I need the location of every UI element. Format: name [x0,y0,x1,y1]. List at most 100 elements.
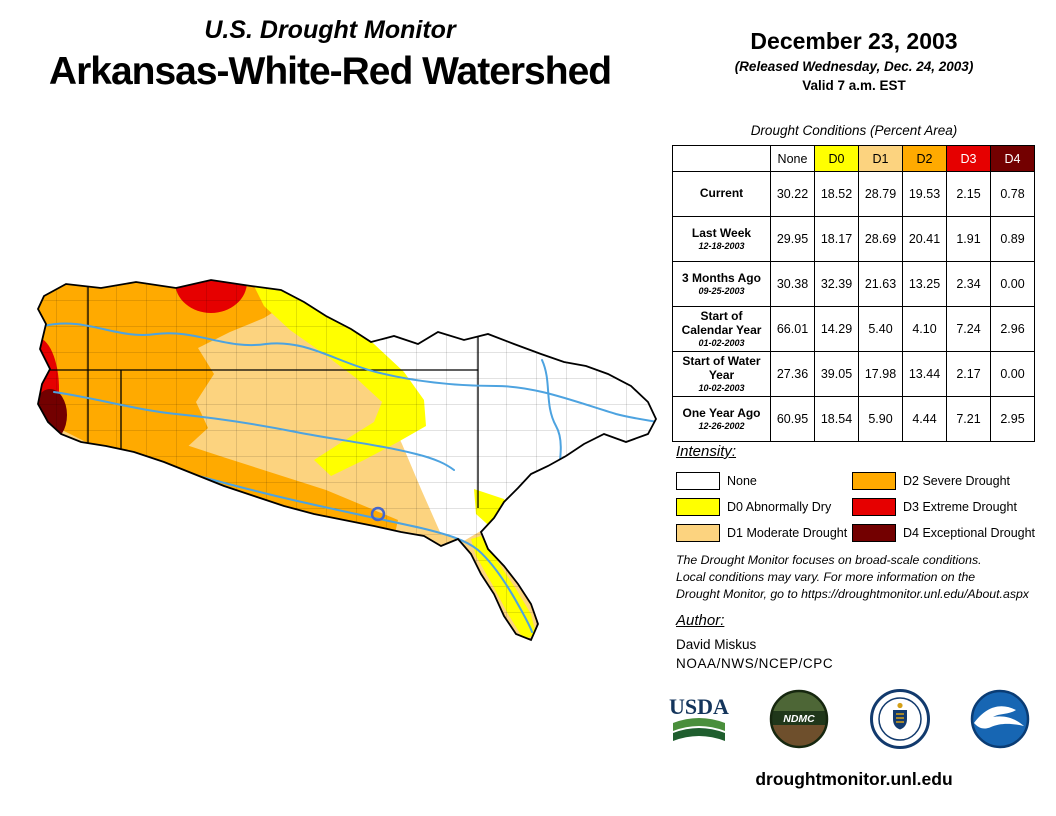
legend-item-d3: D3 Extreme Drought [852,498,1056,516]
value-cell: 2.96 [990,306,1035,352]
map-date: December 23, 2003 [750,28,958,54]
value-cell: 0.89 [990,216,1035,262]
value-cell: 14.29 [814,306,859,352]
row-label: Start of Water Year [682,354,761,382]
value-cell: 5.40 [858,306,903,352]
legend-item-d1: D1 Moderate Drought [676,524,852,542]
row-label: 3 Months Ago [682,270,761,285]
row-label: Start of Calendar Year [681,309,762,337]
commerce-seal-logo [869,689,930,749]
value-cell: 18.17 [814,216,859,262]
legend-label: D3 Extreme Drought [903,500,1017,514]
watershed-map [36,279,658,642]
value-cell: 0.00 [990,261,1035,307]
date-block: December 23, 2003 (Released Wednesday, D… [678,28,1030,93]
value-cell: 66.01 [770,306,815,352]
table-row: Start of Water Year 10-02-2003 27.36 39.0… [672,351,1035,397]
col-header-none: None [770,145,815,172]
value-cell: 30.38 [770,261,815,307]
released-date: (Released Wednesday, Dec. 24, 2003) [734,59,974,74]
value-cell: 2.95 [990,396,1035,442]
col-header-d4: D4 [990,145,1035,172]
usda-logo-text: USDA [669,694,729,719]
intensity-legend: None D0 Abnormally Dry D1 Moderate Droug… [676,468,1056,546]
legend-label: D1 Moderate Drought [727,526,848,540]
value-cell: 30.22 [770,171,815,217]
ndmc-band [771,711,828,725]
usda-field-shape-dark [673,728,725,741]
value-cell: 19.53 [902,171,947,217]
state-boundaries [40,282,479,508]
legend-item-d4: D4 Exceptional Drought [852,524,1056,542]
value-cell: 60.95 [770,396,815,442]
value-cell: 7.21 [946,396,991,442]
row-date: 12-18-2003 [698,241,745,252]
legend-item-d2: D2 Severe Drought [852,472,1056,490]
value-cell: 2.17 [946,351,991,397]
legend-item-none: None [676,472,852,490]
value-cell: 21.63 [858,261,903,307]
row-date: 10-02-2003 [698,382,745,393]
ndmc-logo-text: NDMC [784,713,816,725]
legend-label: D2 Severe Drought [903,474,1011,488]
table-row: Current 30.22 18.52 28.79 19.53 2.15 0.7… [672,171,1035,217]
watershed-outline [36,279,658,642]
logo-row: USDA NDMC [668,688,1030,750]
footer-url: droughtmonitor.unl.edu [755,769,953,789]
value-cell: 2.15 [946,171,991,217]
disclaimer-line: Local conditions may vary. For more info… [676,570,976,584]
value-cell: 2.34 [946,261,991,307]
legend-swatch-d2 [852,472,896,490]
lake-marker [370,506,386,522]
table-row: One Year Ago 12-26-2002 60.95 18.54 5.90 … [672,396,1035,442]
noaa-ring [970,689,1030,749]
value-cell: 1.91 [946,216,991,262]
row-date: 09-25-2003 [698,286,745,297]
commerce-shield [892,710,907,730]
county-boundaries [38,280,656,640]
value-cell: 5.90 [858,396,903,442]
value-cell: 7.24 [946,306,991,352]
value-cell: 29.95 [770,216,815,262]
value-cell: 28.79 [858,171,903,217]
table-title: Drought Conditions (Percent Area) [750,123,958,138]
col-header-d1: D1 [858,145,903,172]
col-header-d0: D0 [814,145,859,172]
map-area [26,274,674,656]
red-river [133,457,533,633]
drought-conditions-table: None D0 D1 D2 D3 D4 Current 30.22 18.52 … [672,145,1035,442]
table-row: Start of Calendar Year 01-02-2003 66.01 1… [672,306,1035,352]
legend-swatch-d1 [676,524,720,542]
region-title: Arkansas-White-Red Watershed [48,50,612,93]
monitor-title: U.S. Drought Monitor [204,16,456,44]
disclaimer-line: The Drought Monitor focuses on broad-sca… [676,553,982,567]
legend-label: None [727,474,757,488]
row-label: Last Week [691,225,752,240]
canadian-river [53,391,455,471]
value-cell: 4.44 [902,396,947,442]
value-cell: 0.78 [990,171,1035,217]
legend-swatch-none [676,472,720,490]
value-cell: 39.05 [814,351,859,397]
commerce-star [897,702,903,709]
col-header-d3: D3 [946,145,991,172]
noaa-bird-shape [973,706,1024,729]
usda-logo: USDA [669,694,729,741]
value-cell: 18.54 [814,396,859,442]
title-block: U.S. Drought Monitor Arkansas-White-Red … [0,16,660,94]
value-cell: 0.00 [990,351,1035,397]
legend-label: D0 Abnormally Dry [727,500,832,514]
value-cell: 17.98 [858,351,903,397]
col-header-d2: D2 [902,145,947,172]
ndmc-logo: NDMC [770,689,829,749]
legend-swatch-d4 [852,524,896,542]
row-date: 01-02-2003 [698,337,745,348]
value-cell: 18.52 [814,171,859,217]
value-cell: 13.44 [902,351,947,397]
disclaimer: The Drought Monitor focuses on broad-sca… [676,552,1029,603]
table-header-row: None D0 D1 D2 D3 D4 [672,145,1035,172]
legend-swatch-d0 [676,498,720,516]
usda-field-shape [673,718,725,731]
value-cell: 28.69 [858,216,903,262]
